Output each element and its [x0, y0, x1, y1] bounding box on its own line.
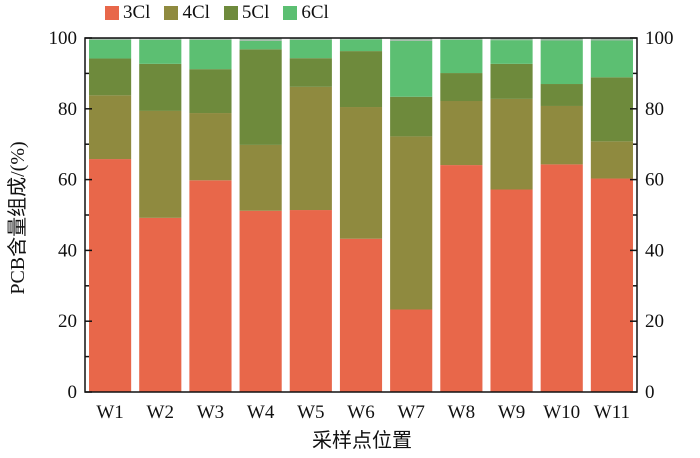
bar-W2-remainder — [139, 38, 182, 40]
bar-W1-4Cl — [89, 95, 132, 160]
bar-W2-4Cl — [139, 110, 182, 218]
y-tick-label-right-80: 80 — [645, 99, 664, 120]
bar-W7-4Cl — [390, 136, 433, 310]
legend-label: 3Cl — [123, 2, 151, 23]
legend-label: 4Cl — [182, 2, 210, 23]
y-tick-label-right-60: 60 — [645, 170, 664, 191]
bar-W8-4Cl — [440, 101, 483, 166]
bar-W9-5Cl — [490, 63, 533, 99]
bar-W5-4Cl — [289, 86, 332, 211]
bar-W4-5Cl — [239, 49, 282, 145]
bar-W7-6Cl — [390, 40, 433, 97]
x-tick-label-W7: W7 — [397, 402, 424, 423]
bar-W8-5Cl — [440, 73, 483, 102]
bar-W10-6Cl — [540, 40, 583, 85]
y-tick-label-left-0: 0 — [68, 382, 78, 403]
x-tick-label-W6: W6 — [347, 402, 374, 423]
y-tick-label-left-40: 40 — [58, 240, 77, 261]
bar-W10-remainder — [540, 38, 583, 41]
x-tick-label-W1: W1 — [96, 402, 123, 423]
bar-W4-remainder — [239, 38, 282, 41]
x-tick-label-W3: W3 — [197, 402, 224, 423]
bar-W4-4Cl — [239, 144, 282, 211]
bar-W1-remainder — [89, 38, 132, 40]
bar-W6-3Cl — [339, 238, 383, 392]
x-axis-label: 采样点位置 — [312, 429, 412, 452]
y-tick-label-right-40: 40 — [645, 240, 664, 261]
legend-swatch — [105, 6, 119, 20]
x-tick-label-W11: W11 — [594, 402, 630, 423]
y-tick-label-left-60: 60 — [58, 170, 77, 191]
legend-swatch — [283, 6, 298, 20]
bar-W11-3Cl — [590, 178, 633, 392]
bar-W10-4Cl — [540, 105, 583, 165]
bar-W8-remainder — [440, 38, 483, 40]
bar-W3-3Cl — [189, 180, 232, 392]
bar-W9-remainder — [490, 38, 533, 41]
x-tick-label-W5: W5 — [297, 402, 324, 423]
bar-W4-6Cl — [239, 40, 282, 50]
bar-W11-6Cl — [590, 40, 633, 78]
bar-W8-6Cl — [440, 39, 483, 74]
bar-W2-3Cl — [139, 217, 182, 392]
bar-W3-remainder — [189, 38, 232, 40]
bar-W11-4Cl — [590, 141, 633, 179]
bar-W10-5Cl — [540, 84, 583, 106]
bar-W10-3Cl — [540, 164, 583, 392]
legend-swatch — [164, 6, 179, 20]
y-tick-label-right-0: 0 — [645, 382, 655, 403]
y-tick-label-left-20: 20 — [58, 311, 77, 332]
bar-W2-5Cl — [139, 63, 182, 111]
bar-W7-3Cl — [390, 309, 433, 392]
bar-W4-3Cl — [239, 210, 282, 392]
legend-label: 6Cl — [301, 2, 329, 23]
bar-W5-3Cl — [289, 210, 332, 392]
bar-W9-3Cl — [490, 189, 533, 392]
bar-W8-3Cl — [440, 165, 483, 392]
bar-W6-5Cl — [339, 51, 383, 108]
legend-item-5Cl: 5Cl — [223, 2, 270, 24]
legend-label: 5Cl — [241, 2, 270, 23]
legend-item-3Cl: 3Cl — [105, 2, 150, 24]
x-tick-label-W8: W8 — [448, 402, 475, 423]
bar-W11-remainder — [590, 38, 633, 41]
bar-W1-3Cl — [89, 159, 132, 392]
x-tick-label-W2: W2 — [147, 402, 174, 423]
y-tick-label-right-20: 20 — [645, 311, 664, 332]
legend-item-6Cl: 6Cl — [283, 2, 329, 24]
bar-W5-6Cl — [289, 39, 332, 59]
bar-W11-5Cl — [590, 77, 633, 142]
x-tick-label-W9: W9 — [498, 402, 525, 423]
y-tick-label-left-100: 100 — [49, 28, 78, 49]
bars-group — [89, 38, 633, 392]
axes-group: W1 W2 W3 W4 W5 W6 W7 W8 W9 W10 W11 0 0 20 20 40 40 60 60 80… — [49, 28, 674, 423]
bar-W7-5Cl — [390, 96, 433, 137]
bar-W7-remainder — [390, 38, 433, 41]
bar-W9-4Cl — [490, 98, 533, 190]
bar-W1-6Cl — [89, 39, 132, 59]
bar-W2-6Cl — [139, 39, 182, 64]
y-tick-label-left-80: 80 — [58, 99, 77, 120]
legend: 3Cl 4Cl 5Cl 6Cl — [105, 2, 329, 24]
bar-W3-6Cl — [189, 39, 232, 70]
bar-W6-6Cl — [339, 39, 383, 52]
bar-W5-remainder — [289, 38, 332, 40]
bar-W3-4Cl — [189, 113, 232, 181]
y-tick-label-right-100: 100 — [645, 28, 674, 49]
bar-W5-5Cl — [289, 58, 332, 87]
bar-W1-5Cl — [89, 58, 132, 96]
y-axis-label: PCB含量组成/(%) — [6, 141, 29, 294]
bar-W6-4Cl — [339, 107, 383, 239]
bar-W9-6Cl — [490, 40, 533, 64]
legend-swatch — [223, 6, 238, 20]
bar-W3-5Cl — [189, 69, 232, 114]
legend-item-4Cl: 4Cl — [164, 2, 210, 24]
x-tick-label-W10: W10 — [543, 402, 580, 423]
x-tick-label-W4: W4 — [247, 402, 275, 423]
